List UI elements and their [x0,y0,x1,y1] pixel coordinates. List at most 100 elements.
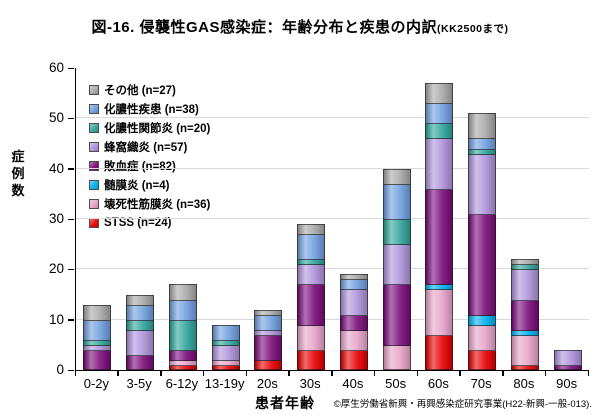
bar-segment [126,319,155,331]
gridline [76,268,589,270]
bar-segment [297,234,326,261]
bar-segment [425,334,454,370]
x-tick-mark [459,370,461,376]
bar-segment [297,324,326,351]
bar-segment [126,354,155,370]
x-tick-mark [202,370,205,376]
bar-segment [553,349,582,366]
x-tick-mark [373,370,376,376]
bar-segment [425,103,454,125]
x-tick-mark [245,370,247,376]
x-category-label: 6-12y [165,376,199,391]
bar-segment [510,269,539,301]
x-tick-mark [502,370,504,376]
bar-segment [297,224,326,236]
bar-segment [468,153,497,215]
x-category-label: 50s [385,376,407,391]
bar-segment [254,334,283,361]
legend-label: 髄膜炎 (n=4) [104,179,170,192]
legend-label: 蜂窩織炎 (n=57) [104,141,188,154]
bar-segment [168,284,197,301]
bar-segment [297,284,326,326]
y-tick-mark [68,67,74,69]
legend-label: 敗血症 (n=82) [104,160,176,173]
bar-segment [382,344,411,370]
x-category-label: 80s [513,376,535,391]
bar-segment [339,314,368,331]
bar-segment [425,83,454,105]
bar-segment [126,294,155,306]
bar-segment [83,349,112,370]
legend-item: STSS (n=24) [89,213,210,232]
x-category-label: 3-5y [126,376,152,391]
x-category-labels: 0-2y 3-5y 6-12y 13-19y 20s 30s 40s 50s 60s 70s 80s… [75,376,588,391]
legend-swatch [89,179,99,190]
y-tick-label: 20 [48,261,64,277]
y-tick-mark [68,218,74,220]
gridline [76,318,589,320]
bar-segment [297,264,326,286]
x-category-label: 13-19y [204,376,245,391]
y-tick-mark [68,268,74,271]
bar-segment [425,289,454,336]
bar-segment [83,319,112,341]
bar-segment [254,359,283,370]
chart-title-suffix: (KK2500まで) [437,23,509,35]
legend-label: 化膿性関節炎 (n=20) [104,122,211,135]
bar-segment [382,183,411,220]
x-category-label: 40s [342,376,364,391]
legend-item: 髄膜炎 (n=4) [89,175,210,194]
y-axis-title: 症例数 [10,148,26,199]
legend-item: 蜂窩織炎 (n=57) [89,137,210,156]
bar-segment [83,304,112,321]
bar-segment [468,113,497,140]
plot-area: その他 (n=27) 化膿性疾患 (n=38) 化膿性関節炎 (n=20) 蜂窩織炎 … [75,68,589,371]
y-tick-label: 50 [48,110,64,126]
legend-swatch [89,160,99,171]
bar-segment [168,319,197,351]
legend-label: その他 (n=27) [104,84,176,97]
y-tick-label: 30 [48,211,64,226]
x-tick-mark [331,370,333,376]
bar-segment [339,329,368,351]
bar-segment [468,314,497,326]
x-tick-mark [160,370,162,376]
bar-segment [382,244,411,286]
legend-swatch [89,103,99,114]
bar-segment [254,309,283,316]
x-tick-mark [544,370,547,376]
bar-segment [168,349,197,361]
legend-item: 化膿性疾患 (n=38) [89,99,210,118]
legend-item: 壊死性筋膜炎 (n=36) [89,194,210,213]
bar-segment [510,334,539,366]
x-tick-mark [587,370,589,376]
bar-segment [468,138,497,150]
bar-segment [425,138,454,190]
legend-item: 敗血症 (n=82) [89,156,210,175]
bar-segment [510,259,539,266]
legend-swatch [89,122,99,133]
y-axis-title-char: 症 [11,149,25,164]
gridline [76,117,589,119]
legend-swatch [89,217,99,228]
bar-segment [126,329,155,356]
x-tick-mark [288,370,290,376]
x-tick-mark [416,370,418,376]
x-tick-mark [74,370,76,376]
gridline [76,218,589,219]
legend-item: その他 (n=27) [89,80,210,99]
bar-segment [468,324,497,351]
x-axis-title: 患者年齢 [255,395,315,411]
y-axis-title-char: 数 [11,183,25,198]
y-axis-title-char: 例 [11,166,25,181]
bar-segment [468,213,497,316]
bar-segment [254,314,283,331]
legend-swatch [89,198,99,209]
x-category-label: 90s [556,376,578,391]
bar-segment [339,279,368,291]
y-tick-mark [68,168,74,170]
chart-title-text: 図-16. 侵襲性GAS感染症：年齢分布と疾患の内訳 [91,19,437,36]
y-tick-mark [68,369,74,371]
bar-segment [468,349,497,370]
legend-item: 化膿性関節炎 (n=20) [89,118,210,137]
